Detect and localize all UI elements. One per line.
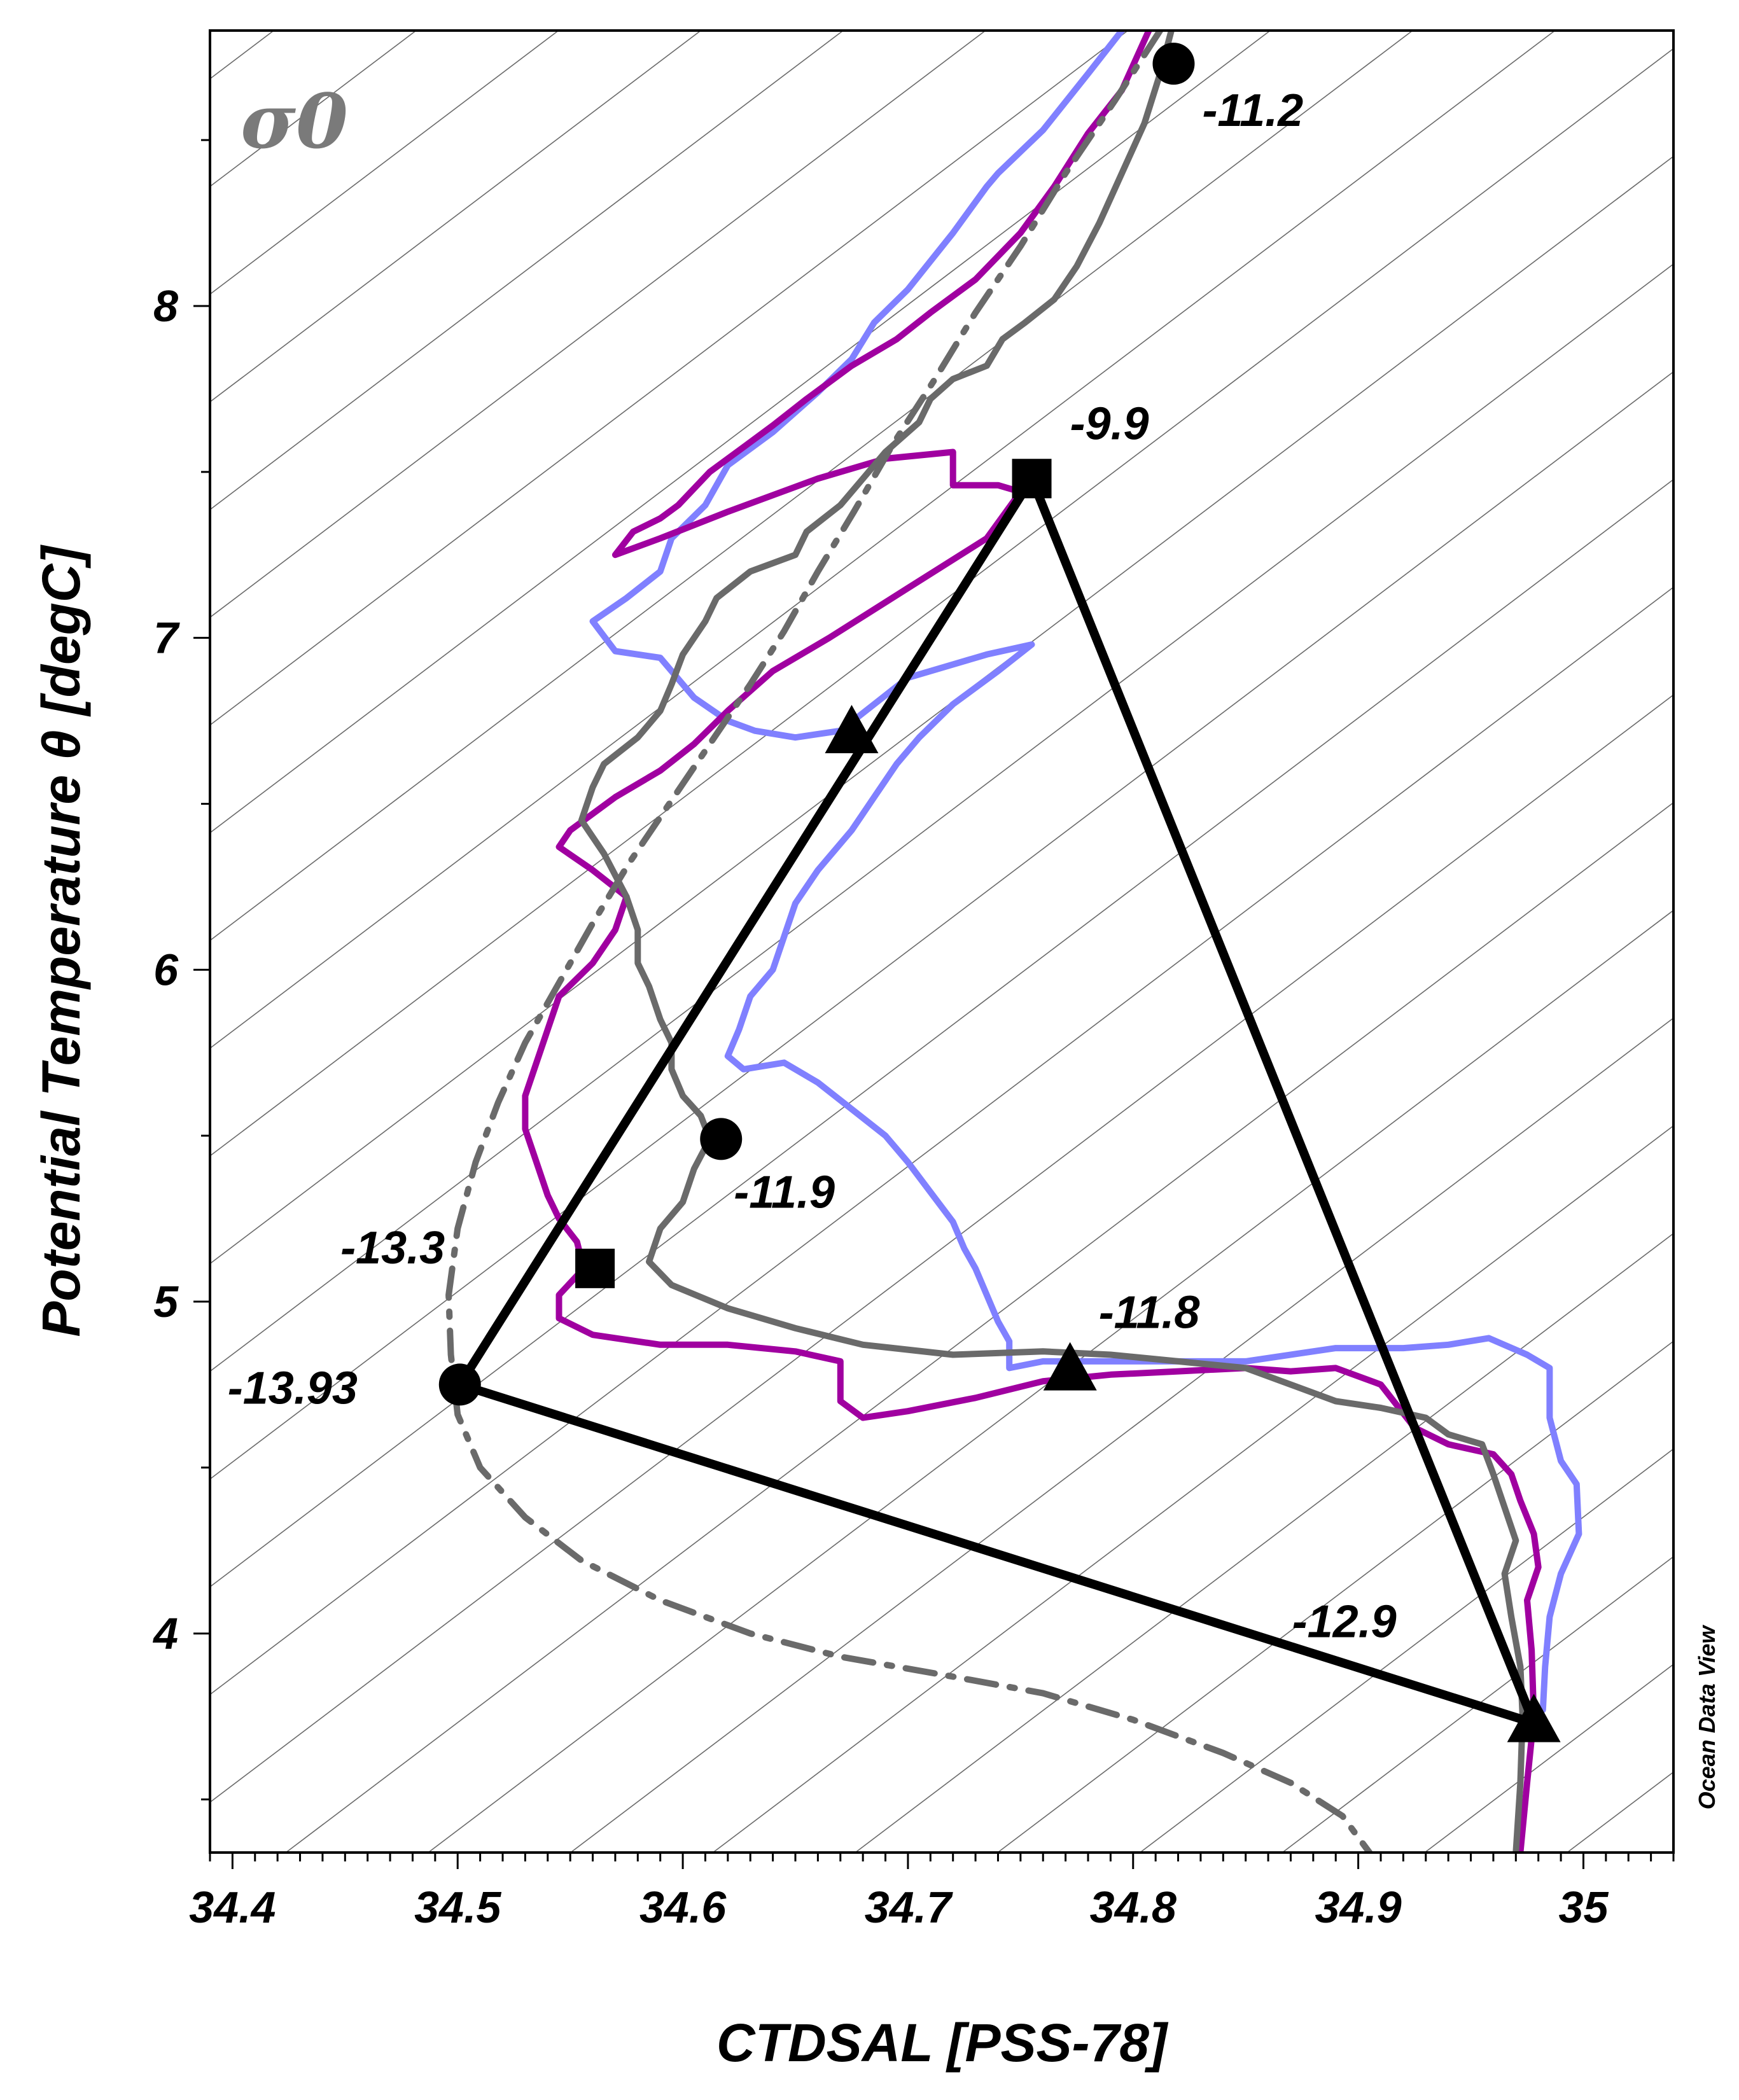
x-tick-label: 34.9	[1315, 1882, 1401, 1932]
isopycnal-line	[210, 31, 844, 511]
profile-series	[445, 31, 1582, 1853]
marker-label: -13.93	[228, 1363, 358, 1414]
isopycnal-line	[210, 48, 1673, 1157]
isopycnal-line	[427, 909, 1673, 1853]
isopycnal-line	[1282, 1555, 1673, 1853]
x-tick-label: 35	[1559, 1882, 1609, 1932]
x-tick-label: 34.8	[1090, 1882, 1177, 1932]
marker-label: -12.9	[1292, 1597, 1397, 1648]
x-tick-label: 34.4	[189, 1882, 276, 1932]
isopycnal-line	[284, 802, 1673, 1853]
isopycnal-line	[210, 31, 1556, 1049]
x-axis-title: CTDSAL [PSS-78]	[716, 2013, 1169, 2073]
circle-marker	[700, 1118, 743, 1160]
x-tick-label: 34.6	[639, 1882, 727, 1932]
mixing-triangle	[455, 474, 1539, 1728]
marker-label: -13.3	[340, 1223, 445, 1274]
isopycnal-line	[210, 371, 1673, 1480]
profile-line	[522, 31, 1542, 1853]
isopycnal-line	[210, 31, 1129, 726]
isopycnal-line	[210, 478, 1673, 1588]
isopycnal-line	[210, 263, 1673, 1372]
isopycnal-line	[210, 586, 1673, 1695]
profile-line	[578, 31, 1526, 1853]
marker-label: -11.2	[1202, 85, 1303, 136]
isopycnal-line	[996, 1340, 1673, 1853]
circle-marker	[1152, 43, 1195, 85]
isopycnal-line	[210, 31, 559, 295]
x-tick-label: 34.7	[865, 1882, 953, 1932]
profile-line	[589, 31, 1582, 1713]
profile-line-dashdot	[445, 31, 1373, 1853]
isopycnal-line	[1423, 1664, 1673, 1853]
ocean-data-view-credit: Ocean Data View	[1694, 1625, 1720, 1810]
marker-labels: -13.93 -11.2 -11.9 -9.9 -13.3 -11.8 -12.9	[228, 85, 1397, 1647]
y-axis: 4 5 6 7 8	[152, 139, 210, 1801]
x-axis: 34.4 34.5 34.6 34.7 34.8 34.9 35	[189, 1853, 1675, 1932]
triangle-marker	[1507, 1693, 1561, 1742]
isopycnal-line	[210, 31, 1271, 834]
square-marker	[1012, 459, 1052, 499]
isopycnal-line	[712, 1125, 1673, 1853]
y-tick-label: 5	[153, 1277, 179, 1326]
triangle-marker	[825, 704, 879, 753]
plot-frame	[209, 29, 1675, 1854]
triangle-marker	[1043, 1342, 1097, 1391]
y-tick-label: 8	[153, 281, 178, 331]
x-tick-label: 34.5	[414, 1882, 501, 1932]
y-tick-label: 4	[152, 1609, 178, 1658]
marker-label: -11.9	[734, 1167, 835, 1218]
isopycnal-line	[210, 155, 1673, 1265]
sigma-label: σ0	[241, 77, 348, 165]
marker-label: -9.9	[1070, 398, 1149, 449]
isopycnal-line	[854, 1232, 1673, 1853]
y-axis-title: Potential Temperature θ [degC]	[31, 544, 91, 1337]
y-tick-label: 6	[153, 945, 179, 994]
isopycnal-line	[210, 31, 702, 403]
isopycnal-lines	[210, 31, 1673, 1853]
isopycnal-line	[210, 694, 1673, 1803]
y-tick-label: 7	[153, 613, 180, 663]
isopycnal-line	[210, 31, 1414, 942]
marker-label: -11.8	[1099, 1288, 1200, 1339]
isopycnal-line	[210, 31, 987, 618]
markers	[438, 43, 1561, 1742]
circle-marker	[438, 1363, 481, 1406]
isopycnal-line	[569, 1017, 1673, 1853]
square-marker	[575, 1248, 615, 1288]
